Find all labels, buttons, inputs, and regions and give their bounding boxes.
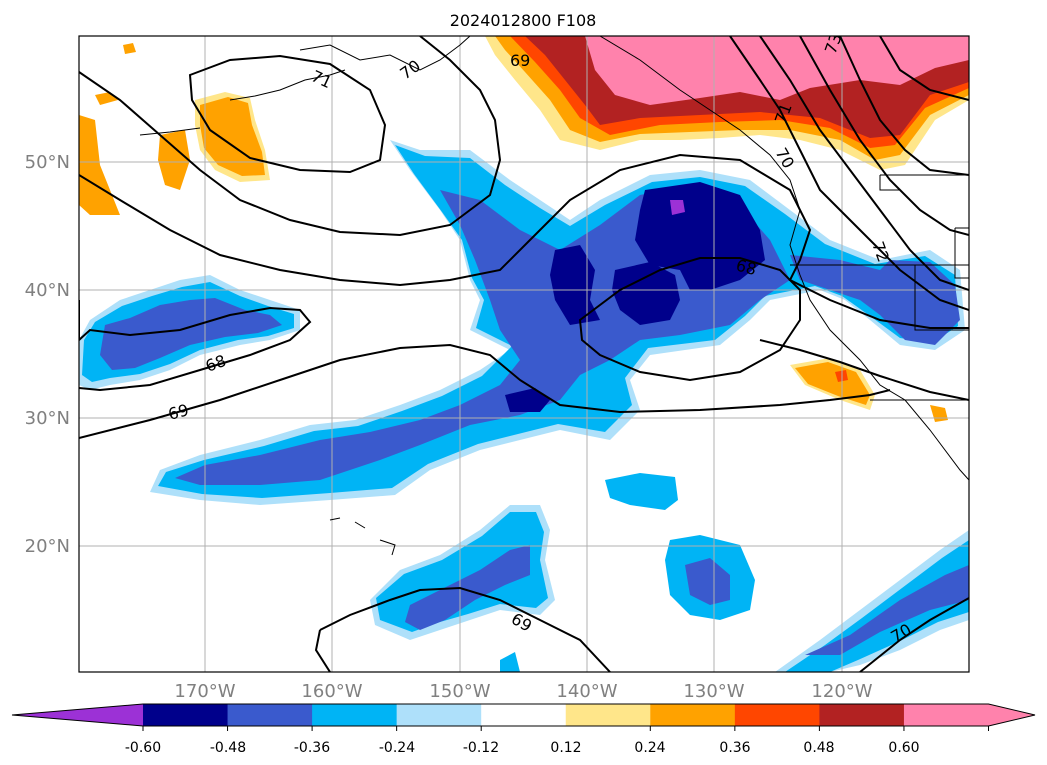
lat-labels: 50°N 40°N 30°N 20°N bbox=[25, 152, 70, 557]
colorbar-swatches bbox=[11, 703, 1036, 731]
colorbar-tick: 0.12 bbox=[550, 740, 581, 756]
colorbar-tick: 0.48 bbox=[803, 740, 834, 756]
lon-label: 140°W bbox=[556, 681, 617, 702]
contour-label: 73 bbox=[821, 31, 846, 57]
colorbar-extend-low bbox=[12, 704, 143, 726]
lat-label: 40°N bbox=[25, 280, 70, 301]
colorbar-bin bbox=[819, 704, 905, 726]
colorbar-tick: -0.12 bbox=[463, 740, 499, 756]
colorbar-tick: 0.24 bbox=[634, 740, 665, 756]
colorbar-bin bbox=[734, 704, 820, 726]
lon-labels: 170°W 160°W 150°W 140°W 130°W 120°W bbox=[174, 681, 872, 702]
colorbar-extend-high bbox=[988, 704, 1035, 726]
contour-lines bbox=[79, 36, 969, 672]
lat-label: 50°N bbox=[25, 152, 70, 173]
lon-label: 160°W bbox=[301, 681, 362, 702]
shaded-field bbox=[79, 36, 969, 672]
contour-label: 69 bbox=[166, 400, 191, 424]
coastlines bbox=[139, 36, 969, 556]
colorbar-bin bbox=[565, 704, 651, 726]
colorbar-tick: 0.60 bbox=[888, 740, 919, 756]
colorbar-bin bbox=[650, 704, 736, 726]
lon-label: 170°W bbox=[174, 681, 235, 702]
colorbar-bin bbox=[481, 704, 567, 726]
map-title: 2024012800 F108 bbox=[450, 11, 597, 30]
lat-label: 30°N bbox=[25, 408, 70, 429]
lon-label: 150°W bbox=[429, 681, 490, 702]
colorbar-bin bbox=[396, 704, 482, 726]
graticule bbox=[79, 36, 969, 672]
colorbar-tick: -0.48 bbox=[210, 740, 246, 756]
contour-label: 68 bbox=[734, 256, 759, 280]
colorbar-bin bbox=[227, 704, 313, 726]
colorbar-bin bbox=[143, 704, 229, 726]
colorbar-tick: -0.36 bbox=[294, 740, 330, 756]
colorbar: -0.60 -0.48 -0.36 -0.24 -0.12 0.12 0.24 … bbox=[11, 703, 1036, 756]
colorbar-ticks: -0.60 -0.48 -0.36 -0.24 -0.12 0.12 0.24 … bbox=[125, 740, 920, 756]
map-panel: 71 70 69 69 73 71 70 72 68 68 69 70 bbox=[79, 31, 969, 672]
lat-label: 20°N bbox=[25, 536, 70, 557]
colorbar-tick: -0.60 bbox=[125, 740, 161, 756]
map-frame bbox=[78, 35, 970, 673]
colorbar-bin bbox=[903, 704, 989, 726]
colorbar-tick: 0.36 bbox=[719, 740, 750, 756]
colorbar-tick: -0.24 bbox=[379, 740, 415, 756]
lon-label: 120°W bbox=[811, 681, 872, 702]
contour-label: 69 bbox=[510, 51, 530, 70]
colorbar-bin bbox=[312, 704, 398, 726]
lon-label: 130°W bbox=[683, 681, 744, 702]
